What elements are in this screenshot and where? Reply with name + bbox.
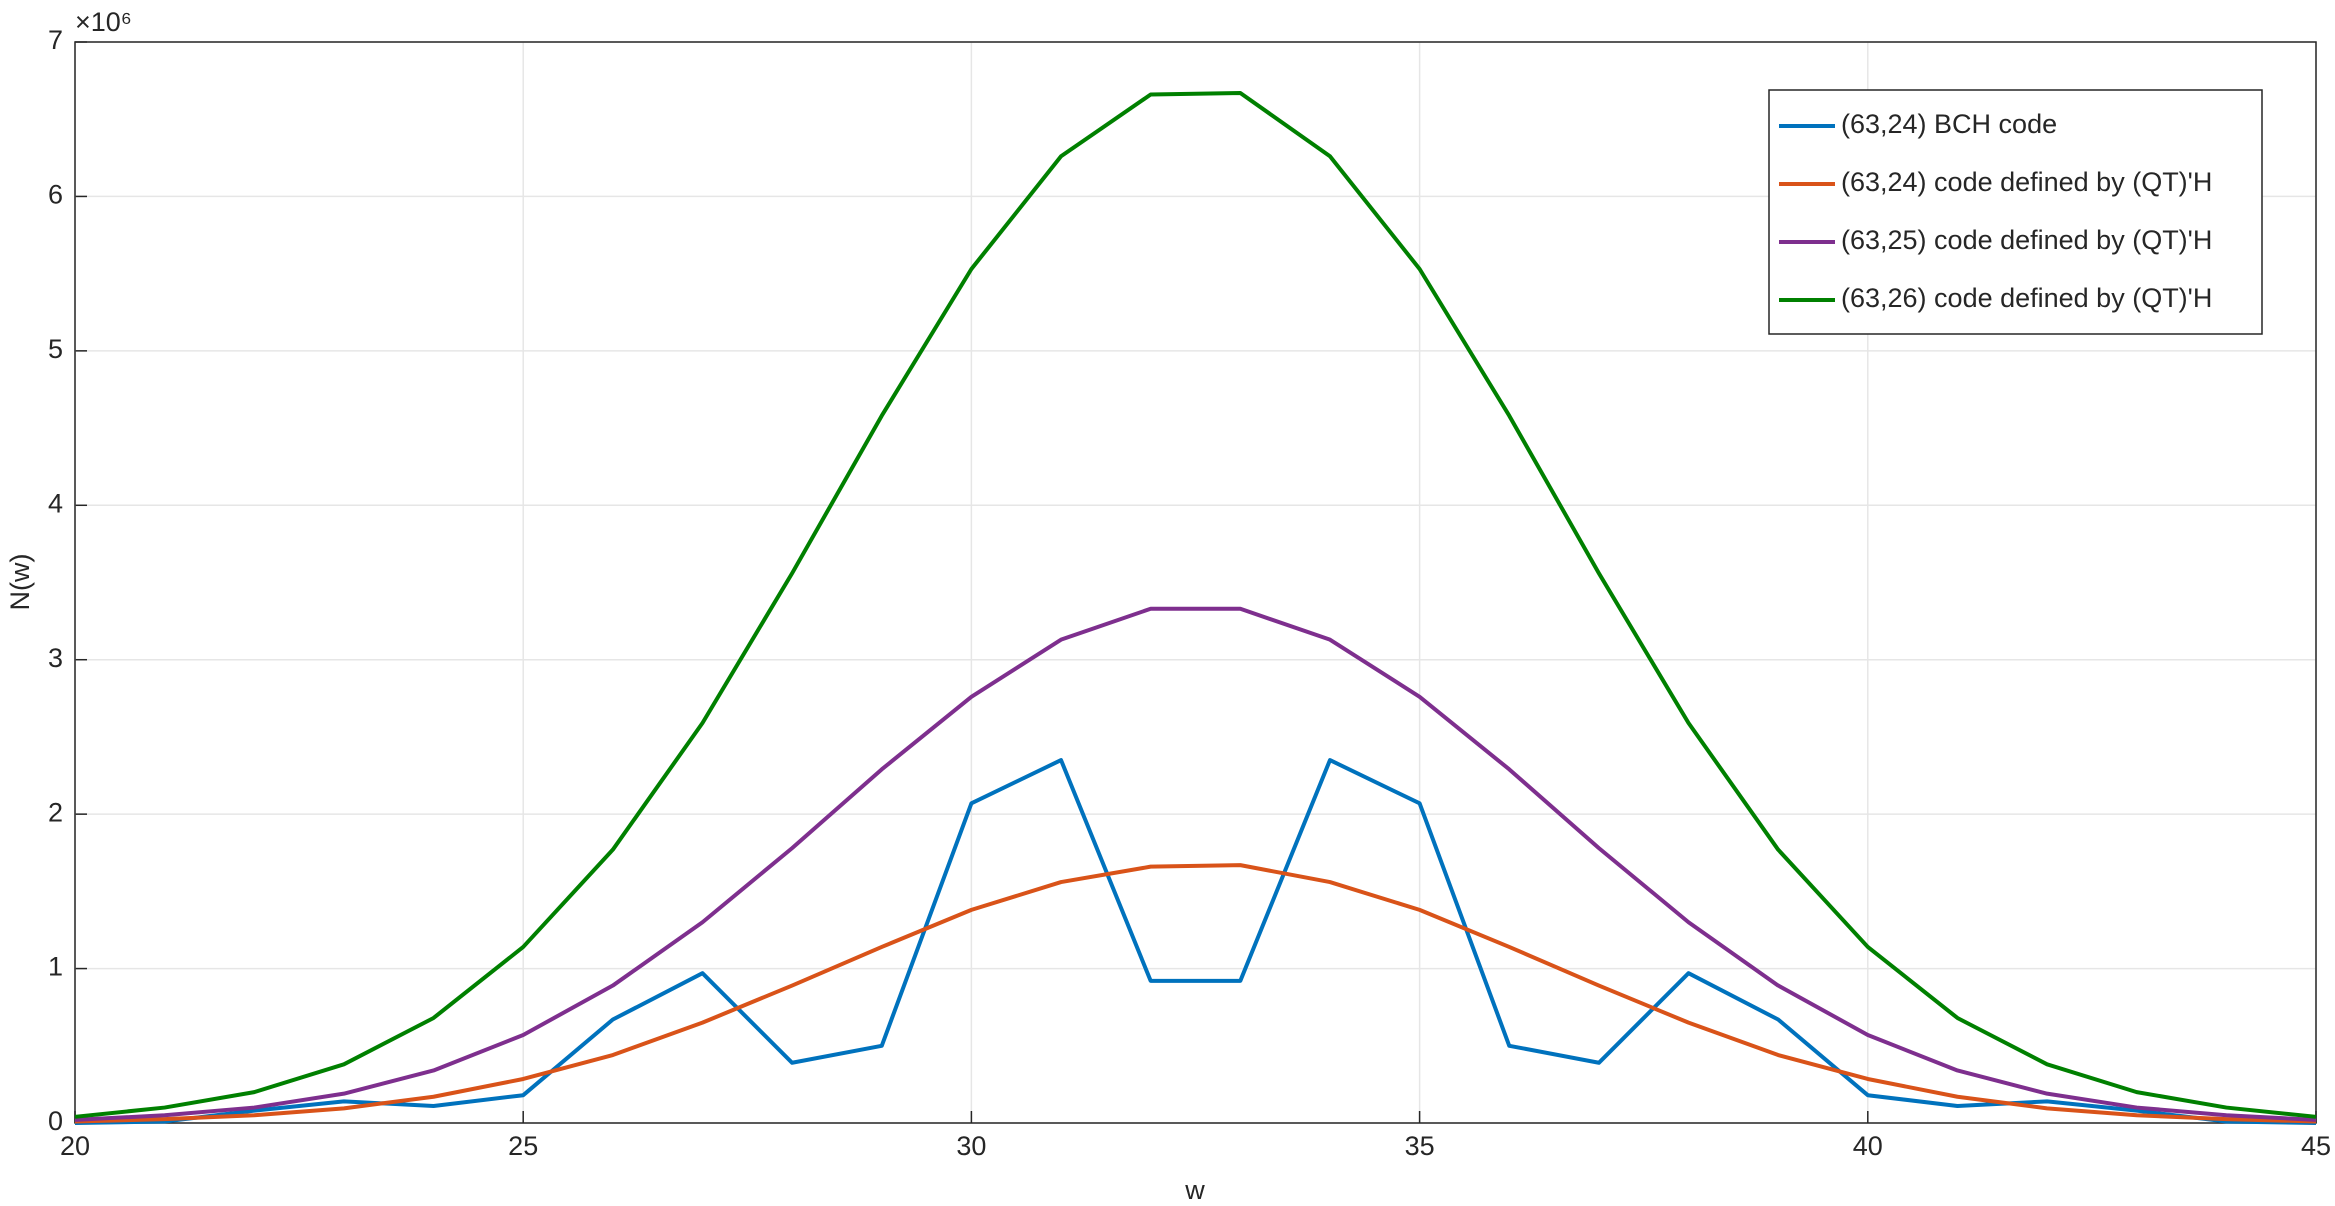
legend-label: (63,24) BCH code xyxy=(1841,109,2057,139)
y-tick-label: 5 xyxy=(48,334,63,364)
y-exponent-label: ×10⁶ xyxy=(75,7,132,37)
legend-box xyxy=(1768,89,2263,335)
y-tick-label: 7 xyxy=(48,25,63,55)
y-tick-label: 6 xyxy=(48,180,63,210)
x-tick-label: 40 xyxy=(1853,1131,1883,1161)
legend-label: (63,26) code defined by (QT)'H xyxy=(1841,283,2212,313)
y-tick-label: 2 xyxy=(48,797,63,827)
x-tick-label: 45 xyxy=(2301,1131,2331,1161)
y-tick-label: 4 xyxy=(48,488,63,518)
x-tick-label: 30 xyxy=(956,1131,986,1161)
plot-frame xyxy=(74,41,2317,1124)
x-tick-label: 25 xyxy=(508,1131,538,1161)
y-tick-label: 1 xyxy=(48,952,63,982)
series-line xyxy=(74,606,2317,1122)
y-tick-label: 3 xyxy=(48,643,63,673)
series-line xyxy=(74,90,2317,1119)
legend-label: (63,24) code defined by (QT)'H xyxy=(1841,167,2212,197)
x-tick-label: 20 xyxy=(60,1131,90,1161)
series-line xyxy=(74,758,2317,1125)
series-line xyxy=(74,863,2317,1124)
x-axis-label: w xyxy=(1184,1175,1205,1205)
x-tick-label: 35 xyxy=(1405,1131,1435,1161)
y-tick-label: 0 xyxy=(48,1106,63,1136)
y-axis-label: N(w) xyxy=(5,554,35,611)
legend-label: (63,25) code defined by (QT)'H xyxy=(1841,225,2212,255)
